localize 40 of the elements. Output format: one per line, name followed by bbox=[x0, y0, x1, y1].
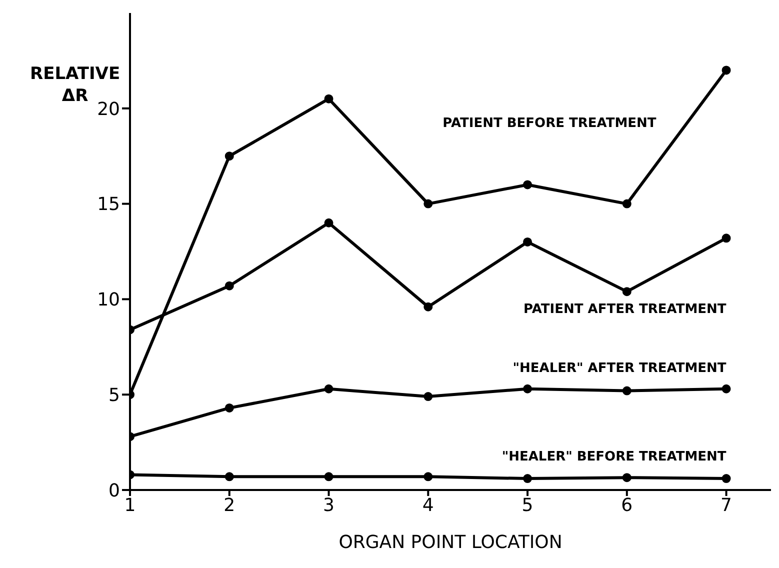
point bbox=[622, 287, 632, 296]
x-tick-label: 4 bbox=[422, 494, 434, 516]
point bbox=[722, 474, 731, 484]
point bbox=[324, 94, 334, 104]
point bbox=[324, 218, 334, 228]
point bbox=[523, 237, 532, 246]
point bbox=[722, 234, 731, 243]
y-tick-label: 0 bbox=[108, 480, 120, 502]
point bbox=[324, 384, 334, 394]
x-axis-title: ORGAN POINT LOCATION bbox=[338, 532, 562, 553]
point bbox=[424, 199, 433, 208]
point bbox=[722, 384, 731, 394]
point bbox=[622, 473, 632, 482]
point bbox=[224, 281, 234, 290]
point bbox=[324, 472, 334, 482]
x-tick-label: 1 bbox=[124, 494, 136, 516]
point bbox=[424, 472, 433, 482]
series-label: PATIENT AFTER TREATMENT bbox=[524, 302, 726, 318]
y-tick-label: 5 bbox=[108, 384, 120, 406]
x-tick-label: 2 bbox=[224, 494, 236, 516]
x-tick-label: 7 bbox=[720, 494, 732, 516]
point bbox=[622, 199, 632, 208]
series-label: PATIENT BEFORE TREATMENT bbox=[442, 116, 656, 132]
y-tick-label: 15 bbox=[97, 194, 120, 216]
x-tick-label: 3 bbox=[323, 494, 334, 516]
series-label: "HEALER" AFTER TREATMENT bbox=[512, 360, 726, 376]
point bbox=[622, 386, 632, 396]
series-label: "HEALER" BEFORE TREATMENT bbox=[502, 450, 726, 465]
point bbox=[424, 302, 433, 312]
point bbox=[722, 66, 731, 75]
y-tick-label: 10 bbox=[97, 290, 120, 311]
point bbox=[424, 392, 433, 402]
point bbox=[224, 403, 234, 412]
point bbox=[523, 180, 532, 190]
point bbox=[523, 384, 532, 394]
point bbox=[224, 152, 234, 161]
x-tick-label: 5 bbox=[522, 494, 534, 516]
point bbox=[523, 474, 532, 484]
x-tick-label: 6 bbox=[621, 494, 633, 516]
point bbox=[224, 472, 234, 482]
